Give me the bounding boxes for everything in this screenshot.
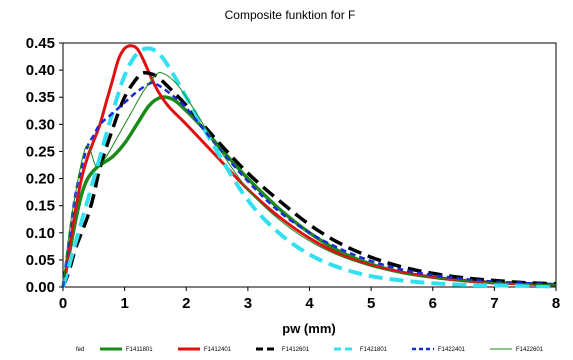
y-tick-label: 0.45 — [26, 35, 55, 52]
x-tick-label: 6 — [429, 295, 437, 312]
legend-label: fed — [76, 347, 84, 353]
y-tick-label: 0.35 — [26, 89, 55, 106]
x-axis-label: pw (mm) — [282, 321, 335, 336]
series-line-f1421801 — [61, 46, 557, 289]
series-line-f1412601 — [61, 70, 557, 288]
x-tick-label: 1 — [120, 295, 128, 312]
y-axis: 0.00 0.05 0.10 0.15 0.20 0.25 0.30 0.35 0.40 0.45 — [26, 35, 63, 296]
x-tick-label: 7 — [490, 295, 498, 312]
legend-entry-label: F1421801 — [360, 347, 388, 353]
x-tick-label: 2 — [182, 295, 190, 312]
x-tick-label: 4 — [305, 295, 314, 312]
chart-title: Composite funktion for F — [225, 8, 356, 22]
legend-entry-label: F1412601 — [282, 347, 310, 353]
plot-frame — [62, 42, 557, 288]
x-tick-label: 3 — [244, 295, 252, 312]
legend-entry-label: F1422601 — [516, 347, 544, 353]
y-tick-label: 0.00 — [26, 279, 55, 296]
x-tick-label: 0 — [59, 295, 67, 312]
plot-area — [61, 42, 557, 289]
x-tick-label: 8 — [552, 295, 560, 312]
y-tick-label: 0.30 — [26, 116, 55, 133]
legend-entry-label: F1412401 — [204, 347, 232, 353]
legend-entry-label: F1411801 — [126, 347, 153, 353]
y-tick-label: 0.05 — [26, 252, 55, 269]
x-tick-label: 5 — [367, 295, 375, 312]
y-tick-label: 0.40 — [26, 62, 55, 79]
series-line-f1422601 — [62, 71, 557, 288]
series-lines — [61, 44, 557, 289]
y-tick-label: 0.10 — [26, 225, 55, 242]
y-tick-label: 0.15 — [26, 198, 55, 215]
y-tick-label: 0.25 — [26, 143, 55, 160]
legend: fed F1411801 F1412401 F1412601 F1421801 F142… — [76, 347, 544, 353]
legend-entry-label: F1422401 — [438, 347, 466, 353]
x-axis: 0 1 2 3 4 5 6 7 8 — [59, 287, 560, 312]
y-tick-label: 0.20 — [26, 171, 55, 188]
